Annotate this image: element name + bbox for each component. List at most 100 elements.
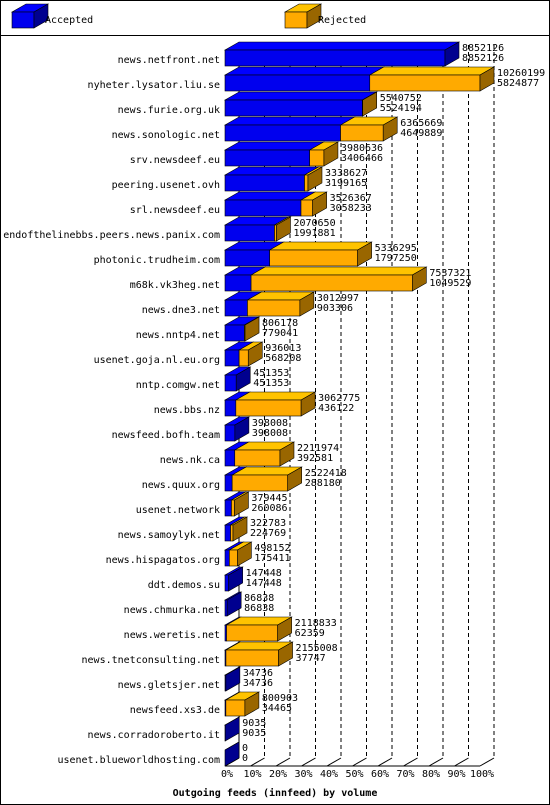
x-tick-label: 30% bbox=[294, 769, 312, 780]
accepted-label: 1797250 bbox=[375, 253, 417, 264]
bar bbox=[309, 149, 325, 167]
category-label: newsfeed.bofh.team bbox=[112, 430, 220, 441]
bar-side bbox=[224, 741, 240, 767]
category-label: news.quux.org bbox=[142, 480, 220, 491]
total-label: 3526367 bbox=[330, 193, 372, 204]
category-label: news.gletsjer.net bbox=[118, 680, 220, 691]
category-label: news.furie.org.uk bbox=[118, 105, 220, 116]
total-label: 86838 bbox=[244, 593, 274, 604]
legend-label: Accepted bbox=[45, 15, 93, 26]
bar bbox=[340, 124, 384, 142]
category-label: usenet.network bbox=[136, 505, 220, 516]
bar-side bbox=[278, 641, 293, 667]
accepted-label: 34736 bbox=[243, 678, 273, 689]
category-label: news.bbs.nz bbox=[154, 405, 220, 416]
total-label: 9035 bbox=[242, 718, 266, 729]
accepted-label: 3199165 bbox=[325, 178, 367, 189]
accepted-label: 779041 bbox=[262, 328, 298, 339]
bar-top bbox=[223, 66, 385, 76]
bar-side bbox=[299, 291, 315, 317]
total-label: 498152 bbox=[254, 543, 290, 554]
bar-side bbox=[362, 91, 378, 117]
tick-mark bbox=[352, 757, 367, 767]
bar-side bbox=[244, 316, 260, 342]
bar bbox=[225, 649, 279, 667]
category-label: photonic.trudheim.com bbox=[94, 255, 220, 266]
total-label: 0 bbox=[242, 743, 248, 754]
accepted-label: 3058233 bbox=[330, 203, 372, 214]
accepted-label: 288180 bbox=[305, 478, 341, 489]
accepted-label: 0 bbox=[242, 753, 248, 764]
bar-side bbox=[323, 141, 339, 167]
legend-swatch bbox=[284, 11, 308, 29]
tick-mark bbox=[454, 757, 469, 767]
total-label: 5540752 bbox=[380, 93, 422, 104]
accepted-label: 62359 bbox=[295, 628, 325, 639]
bar bbox=[224, 324, 245, 342]
bar bbox=[369, 74, 481, 92]
bar bbox=[224, 399, 237, 417]
accepted-label: 34465 bbox=[262, 703, 292, 714]
bar-side bbox=[279, 441, 295, 467]
bar bbox=[231, 499, 235, 517]
category-label: news.samoylyk.net bbox=[118, 530, 220, 541]
bar-side bbox=[277, 616, 292, 642]
category-label: news.netfront.net bbox=[118, 55, 220, 66]
total-label: 34736 bbox=[243, 668, 273, 679]
bar bbox=[224, 599, 228, 617]
bar-side bbox=[237, 541, 252, 567]
bar-side bbox=[235, 366, 251, 392]
bar-top bbox=[223, 41, 461, 51]
bar bbox=[224, 199, 302, 217]
bar-side bbox=[412, 266, 427, 292]
accepted-label: 398008 bbox=[252, 428, 288, 439]
accepted-label: 224769 bbox=[250, 528, 286, 539]
bar bbox=[224, 299, 248, 317]
bar-side bbox=[234, 491, 249, 517]
bar-side bbox=[244, 691, 260, 717]
bar bbox=[224, 224, 275, 242]
total-label: 806178 bbox=[262, 318, 298, 329]
accepted-label: 1991881 bbox=[293, 228, 335, 239]
bar-side bbox=[247, 341, 263, 367]
accepted-label: 903306 bbox=[317, 303, 353, 314]
category-label: ddt.demos.su bbox=[148, 580, 220, 591]
accepted-label: 260086 bbox=[251, 503, 287, 514]
category-label: srl.newsdeef.eu bbox=[130, 205, 220, 216]
bar-side bbox=[228, 566, 243, 592]
category-label: news.nntp4.net bbox=[136, 330, 220, 341]
x-tick-label: 80% bbox=[422, 769, 440, 780]
bar-side bbox=[307, 166, 323, 192]
tick-mark bbox=[326, 757, 342, 767]
bar-top bbox=[223, 116, 356, 126]
bar-side bbox=[226, 591, 242, 617]
bar bbox=[224, 74, 371, 92]
accepted-label: 392581 bbox=[297, 453, 333, 464]
total-label: 3012997 bbox=[317, 293, 359, 304]
total-label: 2118833 bbox=[295, 618, 337, 629]
category-label: srv.newsdeef.eu bbox=[130, 155, 220, 166]
accepted-label: 9035 bbox=[242, 728, 266, 739]
x-tick-label: 10% bbox=[243, 769, 261, 780]
accepted-label: 86838 bbox=[244, 603, 274, 614]
category-label: endofthelinebbs.peers.news.panix.com bbox=[3, 230, 220, 241]
total-label: 2155008 bbox=[296, 643, 338, 654]
bar-top bbox=[249, 266, 428, 276]
bar bbox=[224, 249, 270, 267]
total-label: 10260199 bbox=[497, 68, 545, 79]
x-tick-label: 40% bbox=[320, 769, 338, 780]
x-tick-label: 90% bbox=[447, 769, 465, 780]
total-label: 2070650 bbox=[293, 218, 335, 229]
bar-side bbox=[444, 41, 460, 67]
bar bbox=[225, 699, 246, 717]
category-label: news.sonologic.net bbox=[112, 130, 220, 141]
legend-swatch-side bbox=[306, 3, 322, 29]
total-label: 2522418 bbox=[305, 468, 347, 479]
category-label: nyheter.lysator.liu.se bbox=[88, 80, 220, 91]
x-tick-label: 0% bbox=[221, 769, 233, 780]
bar-side bbox=[232, 516, 248, 542]
bar bbox=[300, 199, 313, 217]
total-label: 3338627 bbox=[325, 168, 367, 179]
bar bbox=[224, 574, 229, 592]
